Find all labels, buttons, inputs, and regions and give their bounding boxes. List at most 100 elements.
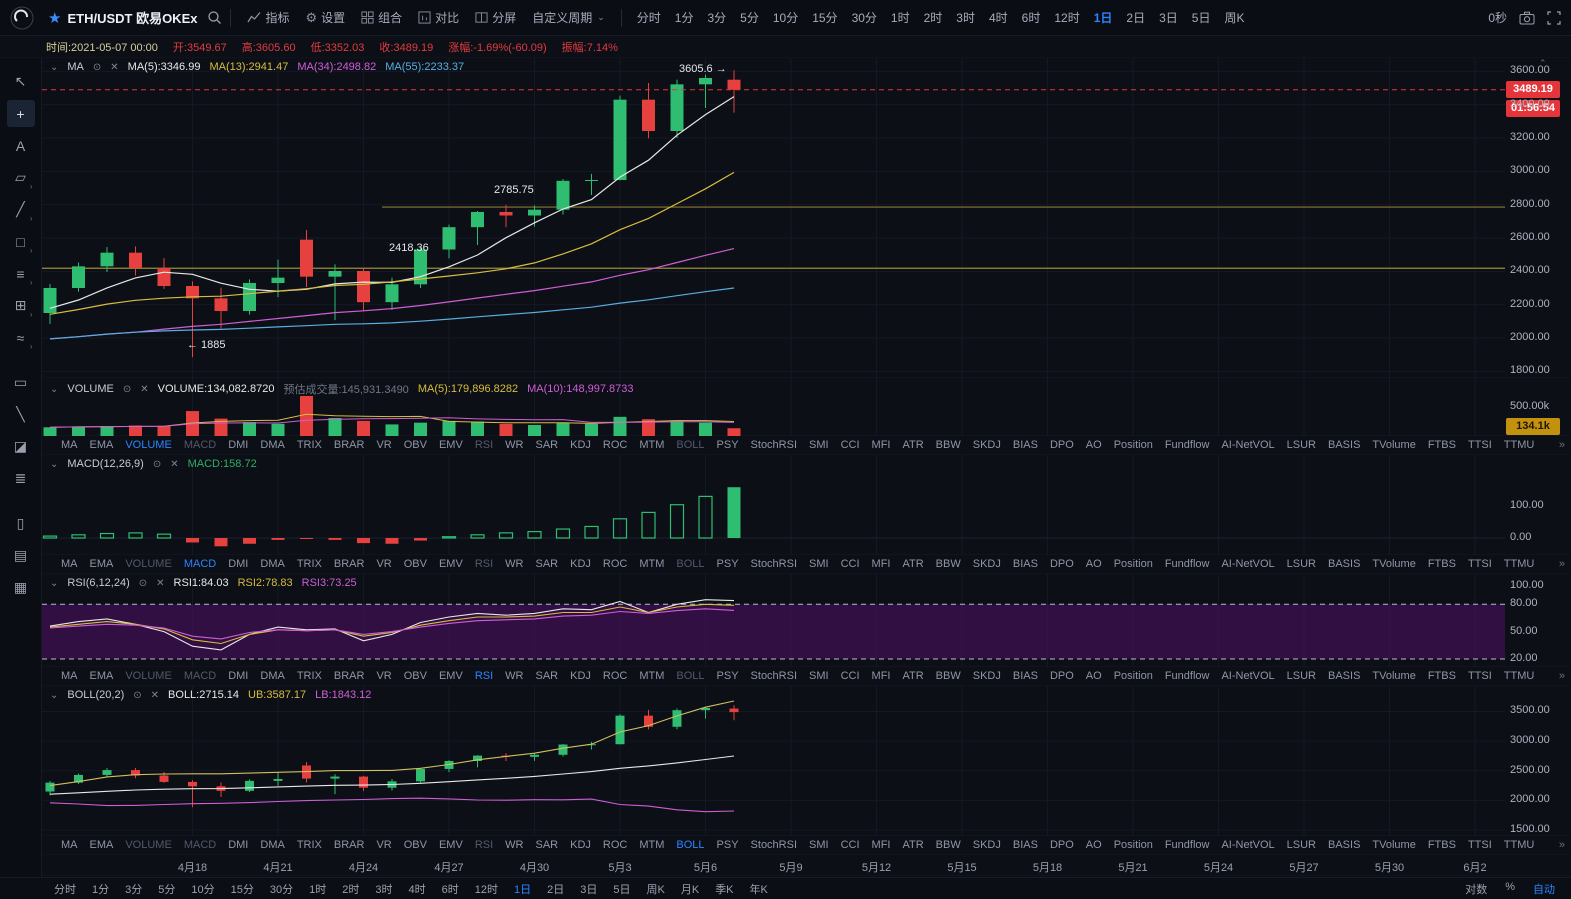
tab-roc[interactable]: ROC [602, 670, 628, 682]
tab-mtm[interactable]: MTM [639, 439, 665, 451]
tab-volume[interactable]: VOLUME [125, 558, 172, 570]
measure-tool[interactable]: ▱ › [7, 164, 35, 191]
tab-overflow-icon[interactable]: » [1558, 670, 1565, 682]
tab-lsur[interactable]: LSUR [1286, 670, 1316, 682]
tab-ma[interactable]: MA [61, 670, 78, 682]
tab-tvolume[interactable]: TVolume [1372, 839, 1416, 851]
bottom-period-分时[interactable]: 分时 [54, 883, 76, 896]
bottom-period-1时[interactable]: 1时 [309, 883, 327, 896]
tab-sar[interactable]: SAR [535, 839, 559, 851]
tab-vr[interactable]: VR [376, 839, 392, 851]
bottom-period-1分[interactable]: 1分 [92, 883, 110, 896]
tab-smi[interactable]: SMI [809, 839, 829, 851]
tab-obv[interactable]: OBV [403, 670, 427, 682]
boll-chart[interactable] [42, 686, 1505, 836]
tab-dpo[interactable]: DPO [1049, 839, 1074, 851]
tab-bbw[interactable]: BBW [935, 439, 961, 451]
period-5分[interactable]: 5分 [740, 11, 759, 25]
eraser-tool[interactable]: ◪ [7, 433, 35, 460]
bottom-period-3分[interactable]: 3分 [125, 883, 143, 896]
tab-trix[interactable]: TRIX [296, 670, 322, 682]
tab-ao[interactable]: AO [1085, 670, 1102, 682]
favorite-star-icon[interactable]: ★ [48, 9, 62, 27]
tab-fundflow[interactable]: Fundflow [1164, 439, 1210, 451]
tab-ai-netvol[interactable]: AI-NetVOL [1221, 839, 1275, 851]
tab-ema[interactable]: EMA [89, 439, 114, 451]
tab-boll[interactable]: BOLL [676, 558, 705, 570]
bottom-period-1日[interactable]: 1日 [514, 883, 532, 896]
pattern-tool[interactable]: ≣ [7, 465, 35, 492]
tab-kdj[interactable]: KDJ [570, 439, 591, 451]
axis-collapse-icon[interactable]: ⌃ [1539, 58, 1547, 68]
volume-axis[interactable]: 500.00k 134.1k [1505, 378, 1571, 435]
panel-collapse-icon[interactable]: ⌄ [50, 577, 59, 589]
period-2日[interactable]: 2日 [1126, 11, 1146, 25]
bottom-period-月K[interactable]: 月K [680, 883, 700, 896]
tab-dmi[interactable]: DMI [228, 839, 249, 851]
rsi-axis[interactable]: 100.00 80.00 50.00 20.00 [1505, 574, 1571, 666]
scale-option-自动[interactable]: 自动 [1533, 883, 1555, 896]
menu-custom-period[interactable]: 自定义周期 ⌄ [524, 9, 613, 26]
tab-bbw[interactable]: BBW [935, 558, 961, 570]
tab-ema[interactable]: EMA [89, 558, 114, 570]
date-axis[interactable]: 4月18 4月21 4月24 4月27 4月30 5月3 5月6 5月9 5月12 5月15 5月1… [42, 855, 1571, 876]
tab-roc[interactable]: ROC [602, 839, 628, 851]
tab-rsi[interactable]: RSI [474, 558, 494, 570]
tab-smi[interactable]: SMI [809, 439, 829, 451]
tab-stochrsi[interactable]: StochRSI [750, 558, 798, 570]
tab-mtm[interactable]: MTM [639, 558, 665, 570]
period-10分[interactable]: 10分 [772, 11, 799, 25]
tab-brar[interactable]: BRAR [333, 670, 365, 682]
tab-bias[interactable]: BIAS [1012, 670, 1038, 682]
tab-ai-netvol[interactable]: AI-NetVOL [1221, 558, 1275, 570]
tab-fundflow[interactable]: Fundflow [1164, 670, 1210, 682]
tab-tvolume[interactable]: TVolume [1372, 670, 1416, 682]
tab-fundflow[interactable]: Fundflow [1164, 839, 1210, 851]
tab-ema[interactable]: EMA [89, 839, 114, 851]
tab-dpo[interactable]: DPO [1049, 558, 1074, 570]
tab-volume[interactable]: VOLUME [125, 439, 172, 451]
scale-option-对数[interactable]: 对数 [1465, 883, 1488, 896]
tab-dmi[interactable]: DMI [228, 558, 249, 570]
period-30分[interactable]: 30分 [851, 11, 877, 25]
tab-boll[interactable]: BOLL [676, 839, 705, 851]
tab-tvolume[interactable]: TVolume [1372, 558, 1416, 570]
tab-bbw[interactable]: BBW [935, 839, 961, 851]
period-15分[interactable]: 15分 [812, 11, 838, 25]
tab-ttsi[interactable]: TTSI [1467, 839, 1492, 851]
trendline-tool[interactable]: ╱ › [7, 196, 35, 223]
tab-mtm[interactable]: MTM [639, 670, 665, 682]
tab-obv[interactable]: OBV [403, 839, 427, 851]
tab-atr[interactable]: ATR [902, 839, 924, 851]
tab-rsi[interactable]: RSI [474, 670, 494, 682]
tab-ao[interactable]: AO [1085, 558, 1102, 570]
tab-macd[interactable]: MACD [183, 558, 217, 570]
tab-rsi[interactable]: RSI [474, 439, 494, 451]
tab-ao[interactable]: AO [1085, 439, 1102, 451]
period-4时[interactable]: 4时 [988, 11, 1008, 25]
tab-position[interactable]: Position [1113, 439, 1153, 451]
menu-layout[interactable]: 组合 [353, 9, 410, 26]
tab-position[interactable]: Position [1113, 558, 1153, 570]
price-axis[interactable]: ⌃ 3489.19 01:56:54 3600.00 3400.00 3200.00… [1505, 58, 1571, 377]
bottom-period-12时[interactable]: 12时 [474, 883, 498, 896]
tab-rsi[interactable]: RSI [474, 839, 494, 851]
tab-ttmu[interactable]: TTMU [1503, 439, 1535, 451]
tab-cci[interactable]: CCI [840, 670, 860, 682]
panel-collapse-icon[interactable]: ⌄ [50, 689, 59, 701]
period-1日[interactable]: 1日 [1093, 11, 1113, 25]
tab-stochrsi[interactable]: StochRSI [750, 839, 798, 851]
bottom-period-15分[interactable]: 15分 [230, 883, 254, 896]
bottom-period-30分[interactable]: 30分 [269, 883, 294, 896]
ruler-tool[interactable]: ▭ [7, 369, 35, 396]
boll-axis[interactable]: 3500.00 3000.00 2500.00 2000.00 1500.00 [1505, 686, 1571, 835]
wave-tool[interactable]: ≈ › [7, 324, 35, 352]
panel-settings-icon[interactable]: ⊙ [138, 577, 148, 589]
tab-brar[interactable]: BRAR [333, 439, 365, 451]
tab-ftbs[interactable]: FTBS [1427, 439, 1456, 451]
tab-psy[interactable]: PSY [716, 670, 739, 682]
tab-ttmu[interactable]: TTMU [1503, 839, 1535, 851]
bottom-period-5日[interactable]: 5日 [613, 883, 631, 896]
tab-dma[interactable]: DMA [260, 439, 285, 451]
snapshot-tool[interactable]: ▯ [7, 510, 35, 537]
